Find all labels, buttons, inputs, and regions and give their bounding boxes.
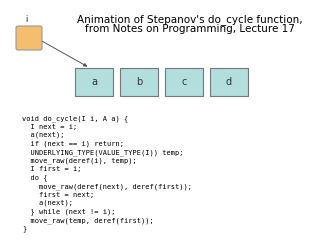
Text: move_raw(deref(next), deref(first));: move_raw(deref(next), deref(first));: [22, 183, 192, 190]
FancyBboxPatch shape: [120, 68, 158, 96]
Text: } while (next != i);: } while (next != i);: [22, 209, 116, 215]
Text: UNDERLYING_TYPE(VALUE_TYPE(I)) temp;: UNDERLYING_TYPE(VALUE_TYPE(I)) temp;: [22, 149, 183, 156]
Text: a(next);: a(next);: [22, 132, 65, 138]
Text: void do_cycle(I i, A a) {: void do_cycle(I i, A a) {: [22, 115, 128, 122]
Text: d: d: [226, 77, 232, 87]
Text: I next = i;: I next = i;: [22, 124, 77, 130]
Text: from Notes on Programming, Lecture 17: from Notes on Programming, Lecture 17: [85, 24, 295, 34]
Text: if (next == i) return;: if (next == i) return;: [22, 140, 124, 147]
Text: a(next);: a(next);: [22, 200, 73, 206]
Text: c: c: [181, 77, 187, 87]
Text: i: i: [25, 15, 27, 24]
FancyBboxPatch shape: [165, 68, 203, 96]
Text: a: a: [91, 77, 97, 87]
Text: move_raw(temp, deref(first));: move_raw(temp, deref(first));: [22, 217, 154, 224]
FancyBboxPatch shape: [16, 26, 42, 50]
Text: }: }: [22, 226, 26, 232]
Text: I first = i;: I first = i;: [22, 166, 82, 172]
FancyBboxPatch shape: [75, 68, 113, 96]
Text: do {: do {: [22, 174, 47, 181]
Text: first = next;: first = next;: [22, 192, 94, 198]
Text: Animation of Stepanov's do_cycle function,: Animation of Stepanov's do_cycle functio…: [77, 14, 303, 25]
Text: move_raw(deref(i), temp);: move_raw(deref(i), temp);: [22, 157, 137, 164]
FancyBboxPatch shape: [210, 68, 248, 96]
Text: b: b: [136, 77, 142, 87]
